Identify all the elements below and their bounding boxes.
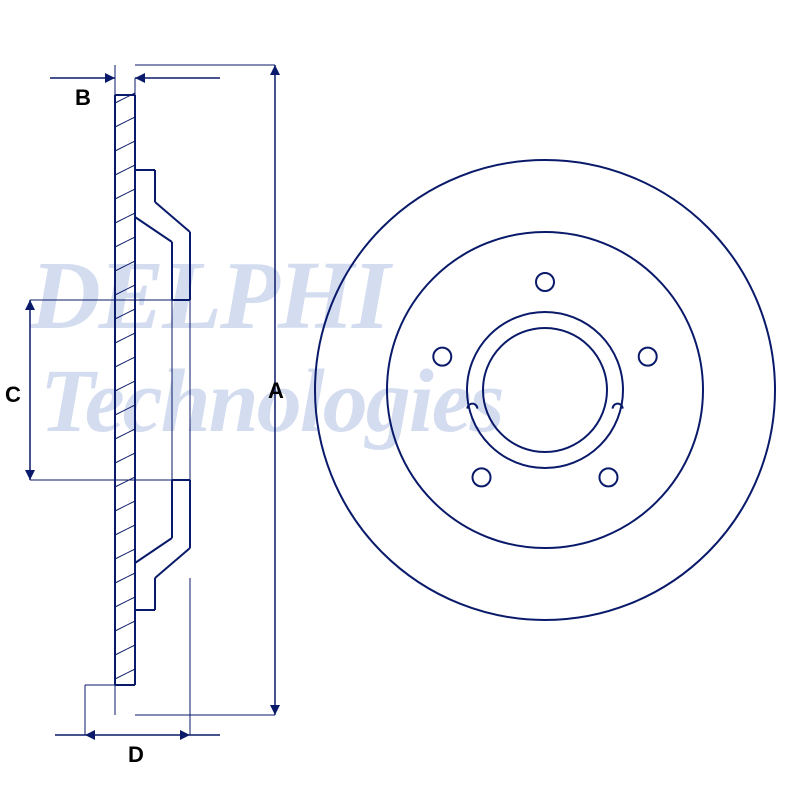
technical-drawing <box>0 0 800 800</box>
dim-label-c: C <box>5 382 21 408</box>
dim-label-b: B <box>75 85 91 111</box>
dim-label-d: D <box>128 742 144 768</box>
dim-label-a: A <box>268 378 284 404</box>
